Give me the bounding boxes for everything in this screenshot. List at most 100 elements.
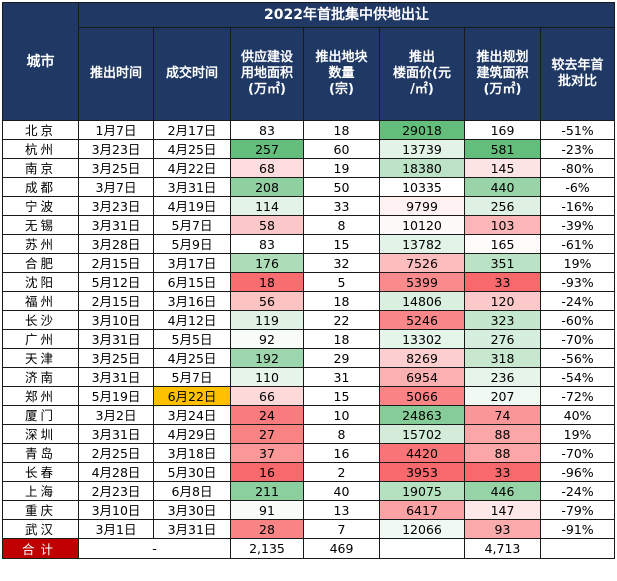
yoy-cell: -6%	[539, 177, 616, 197]
table-row: 青岛 2月25日 3月18日 37 16 4420 88 -70%	[2, 443, 616, 463]
city-cell: 福州	[2, 291, 79, 311]
plots-cell: 22	[303, 310, 380, 330]
yoy-cell: -80%	[539, 158, 616, 178]
plots-cell: 15	[303, 234, 380, 254]
deal-cell: 3月24日	[153, 405, 231, 425]
land-cell: 16	[230, 462, 304, 482]
total-plots: 469	[303, 538, 380, 559]
price-cell: 13739	[379, 139, 465, 159]
deal-cell: 3月31日	[153, 177, 231, 197]
gfa-cell: 440	[464, 177, 541, 197]
plots-cell: 2	[303, 462, 380, 482]
gfa-cell: 169	[464, 120, 541, 140]
table-row: 宁波 3月23日 4月19日 114 33 9799 256 -16%	[2, 196, 616, 216]
city-cell: 合肥	[2, 253, 79, 273]
plots-cell: 16	[303, 443, 380, 463]
city-cell: 宁波	[2, 196, 79, 216]
launch-cell: 3月10日	[78, 310, 154, 330]
total-row: 合计 - 2,135 469 4,713	[2, 538, 616, 559]
land-cell: 92	[230, 329, 304, 349]
price-cell: 5399	[379, 272, 465, 292]
table-row: 合肥 2月15日 3月17日 176 32 7526 351 19%	[2, 253, 616, 273]
total-label: 合计	[2, 538, 79, 559]
table-row: 长春 4月28日 5月30日 16 2 3953 33 -96%	[2, 462, 616, 482]
deal-cell: 4月25日	[153, 139, 231, 159]
gfa-cell: 74	[464, 405, 541, 425]
land-cell: 66	[230, 386, 304, 406]
total-yoy	[539, 538, 616, 559]
launch-cell: 3月1日	[78, 519, 154, 539]
city-cell: 上海	[2, 481, 79, 501]
land-cell: 192	[230, 348, 304, 368]
deal-cell: 5月5日	[153, 329, 231, 349]
launch-cell: 4月28日	[78, 462, 154, 482]
launch-cell: 2月15日	[78, 291, 154, 311]
gfa-cell: 103	[464, 215, 541, 235]
table-body: 北京 1月7日 2月17日 83 18 29018 169 -51% 杭州 3月23日 4月25日 2…	[2, 120, 616, 539]
yoy-header: 较去年首 批对比	[539, 27, 616, 121]
price-cell: 13302	[379, 329, 465, 349]
yoy-cell: -72%	[539, 386, 616, 406]
plots-cell: 40	[303, 481, 380, 501]
table-row: 天津 3月25日 4月25日 192 29 8269 318 -56%	[2, 348, 616, 368]
price-cell: 15702	[379, 424, 465, 444]
plots-cell: 10	[303, 405, 380, 425]
gfa-cell: 33	[464, 272, 541, 292]
table-row: 深圳 3月31日 4月29日 27 8 15702 88 19%	[2, 424, 616, 444]
deal-cell: 6月22日	[153, 386, 231, 406]
land-cell: 208	[230, 177, 304, 197]
land-cell: 83	[230, 120, 304, 140]
launch-cell: 5月12日	[78, 272, 154, 292]
gfa-cell: 120	[464, 291, 541, 311]
land-cell: 27	[230, 424, 304, 444]
land-cell: 257	[230, 139, 304, 159]
plots-cell: 60	[303, 139, 380, 159]
price-cell: 9799	[379, 196, 465, 216]
table-row: 广州 3月31日 5月5日 92 18 13302 276 -70%	[2, 329, 616, 349]
yoy-cell: -70%	[539, 443, 616, 463]
city-cell: 广州	[2, 329, 79, 349]
land-cell: 24	[230, 405, 304, 425]
city-cell: 重庆	[2, 500, 79, 520]
launch-cell: 3月25日	[78, 158, 154, 178]
table-row: 成都 3月7日 3月31日 208 50 10335 440 -6%	[2, 177, 616, 197]
gfa-cell: 256	[464, 196, 541, 216]
table-row: 南京 3月25日 4月22日 68 19 18380 145 -80%	[2, 158, 616, 178]
plots-cell: 7	[303, 519, 380, 539]
deal-cell: 6月15日	[153, 272, 231, 292]
deal-cell: 4月19日	[153, 196, 231, 216]
land-cell: 58	[230, 215, 304, 235]
table-row: 长沙 3月10日 4月12日 119 22 5246 323 -60%	[2, 310, 616, 330]
launch-cell: 3月31日	[78, 424, 154, 444]
city-cell: 长春	[2, 462, 79, 482]
plots-cell: 32	[303, 253, 380, 273]
launch-cell: 3月2日	[78, 405, 154, 425]
plots-cell: 19	[303, 158, 380, 178]
plots-cell: 13	[303, 500, 380, 520]
launch-cell: 2月15日	[78, 253, 154, 273]
gfa-cell: 236	[464, 367, 541, 387]
yoy-cell: -23%	[539, 139, 616, 159]
plots-cell: 33	[303, 196, 380, 216]
gfa-cell: 147	[464, 500, 541, 520]
deal-cell: 5月7日	[153, 367, 231, 387]
deal-cell: 4月25日	[153, 348, 231, 368]
land-cell: 176	[230, 253, 304, 273]
land-cell: 211	[230, 481, 304, 501]
land-cell: 83	[230, 234, 304, 254]
city-cell: 天津	[2, 348, 79, 368]
launch-cell: 3月31日	[78, 329, 154, 349]
yoy-cell: -91%	[539, 519, 616, 539]
launch-cell: 3月23日	[78, 196, 154, 216]
price-cell: 14806	[379, 291, 465, 311]
yoy-cell: -16%	[539, 196, 616, 216]
yoy-cell: -54%	[539, 367, 616, 387]
land-cell: 110	[230, 367, 304, 387]
city-header: 城市	[2, 2, 79, 121]
deal-cell: 3月17日	[153, 253, 231, 273]
price-cell: 6417	[379, 500, 465, 520]
table-row: 厦门 3月2日 3月24日 24 10 24863 74 40%	[2, 405, 616, 425]
launch-cell: 3月10日	[78, 500, 154, 520]
price-cell: 13782	[379, 234, 465, 254]
